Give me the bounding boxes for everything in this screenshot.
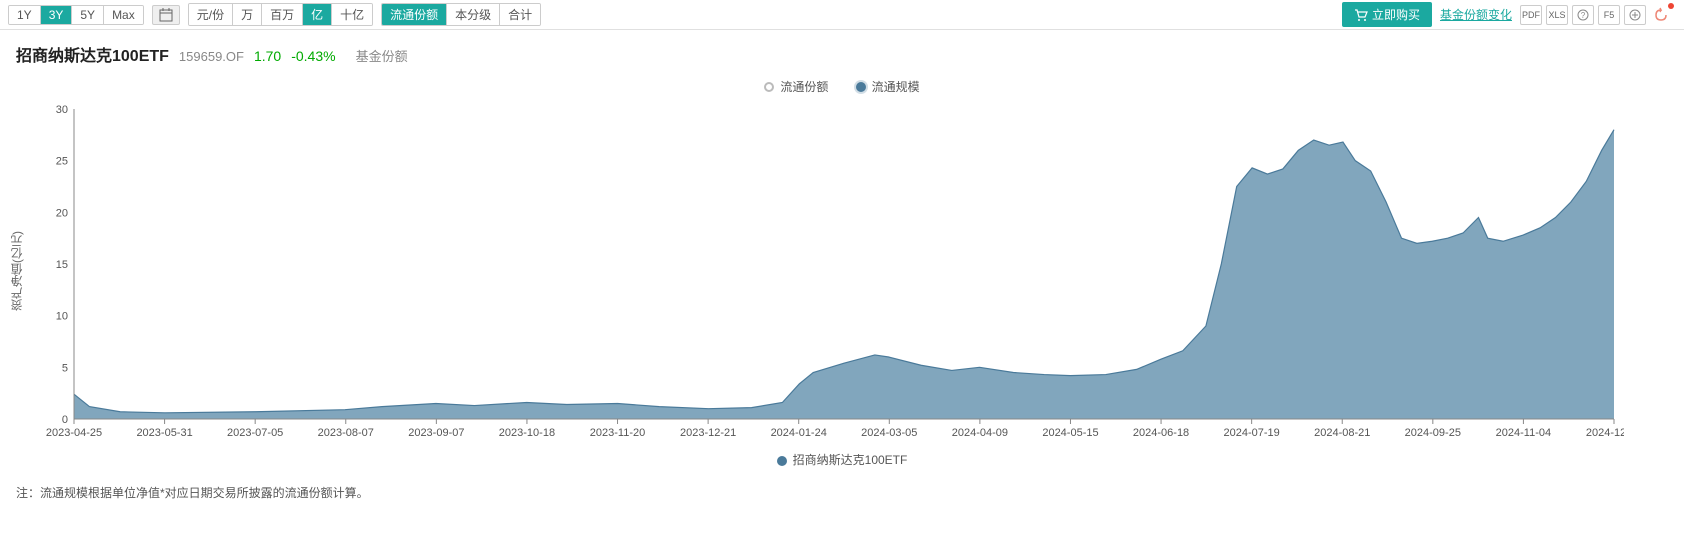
fund-subtitle: 基金份额 bbox=[356, 46, 408, 65]
unit-scale-btn-2[interactable]: 百万 bbox=[262, 4, 303, 25]
series-label: 招商纳斯达克100ETF bbox=[793, 453, 908, 467]
footnote: 注：流通规模根据单位净值*对应日期交易所披露的流通份额计算。 bbox=[0, 472, 1684, 513]
add-icon[interactable] bbox=[1624, 5, 1646, 25]
svg-text:2023-09-07: 2023-09-07 bbox=[408, 427, 464, 439]
calendar-icon[interactable] bbox=[152, 5, 180, 25]
svg-text:10: 10 bbox=[56, 311, 68, 323]
share-icon[interactable] bbox=[1650, 5, 1672, 25]
fund-code: 159659.OF bbox=[179, 49, 244, 64]
svg-text:2024-05-15: 2024-05-15 bbox=[1042, 427, 1098, 439]
chart-header: 招商纳斯达克100ETF 159659.OF 1.70 -0.43% 基金份额 bbox=[0, 30, 1684, 74]
legend-label: 流通规模 bbox=[872, 78, 920, 95]
help-icon[interactable]: ? bbox=[1572, 5, 1594, 25]
svg-text:2023-11-20: 2023-11-20 bbox=[590, 427, 645, 439]
time-range-group: 1Y3Y5YMax bbox=[8, 5, 144, 25]
notification-dot-icon bbox=[1668, 3, 1674, 9]
metric-tab-0[interactable]: 流通份额 bbox=[382, 4, 447, 25]
unit-scale-btn-1[interactable]: 万 bbox=[233, 4, 262, 25]
svg-text:2023-07-05: 2023-07-05 bbox=[227, 427, 283, 439]
share-change-link[interactable]: 基金份额变化 bbox=[1440, 6, 1512, 23]
area-chart[interactable]: 0 5 10 15 20 25 30 2023-04-25 2023-05-31 2023-07-… bbox=[44, 99, 1624, 443]
svg-text:2024-11-04: 2024-11-04 bbox=[1496, 427, 1551, 439]
unit-scale-btn-4[interactable]: 十亿 bbox=[332, 4, 372, 25]
legend-item-scale[interactable]: 流通规模 bbox=[856, 78, 920, 95]
y-axis-label: 资产净值(亿元) bbox=[8, 231, 25, 311]
svg-text:25: 25 bbox=[56, 156, 68, 168]
radio-open-icon bbox=[764, 82, 774, 92]
radio-filled-icon bbox=[856, 82, 866, 92]
buy-button[interactable]: 立即购买 bbox=[1342, 2, 1432, 27]
svg-text:2024-01-24: 2024-01-24 bbox=[771, 427, 827, 439]
chart-area: 资产净值(亿元) 0 5 10 15 20 25 30 2023-04-25 2023-05-3… bbox=[0, 99, 1684, 443]
cart-icon bbox=[1354, 9, 1368, 21]
svg-text:15: 15 bbox=[56, 259, 68, 271]
legend-bottom: 招商纳斯达克100ETF bbox=[0, 443, 1684, 472]
refresh-icon[interactable]: F5 bbox=[1598, 5, 1620, 25]
toolbar: 1Y3Y5YMax 元/份万百万亿十亿 流通份额本分级合计 立即购买 基金份额变… bbox=[0, 0, 1684, 30]
series-swatch-icon bbox=[777, 456, 787, 466]
export-pdf-icon[interactable]: PDF bbox=[1520, 5, 1542, 25]
svg-text:2024-06-18: 2024-06-18 bbox=[1133, 427, 1189, 439]
legend-item-shares[interactable]: 流通份额 bbox=[764, 78, 828, 95]
svg-text:2024-08-21: 2024-08-21 bbox=[1314, 427, 1370, 439]
svg-text:2023-12-21: 2023-12-21 bbox=[680, 427, 736, 439]
svg-text:0: 0 bbox=[62, 414, 68, 426]
fund-price: 1.70 bbox=[254, 48, 281, 64]
svg-text:?: ? bbox=[1581, 11, 1586, 20]
svg-text:5: 5 bbox=[62, 362, 68, 374]
svg-text:2024-12-05: 2024-12-05 bbox=[1586, 427, 1624, 439]
time-range-btn-3[interactable]: Max bbox=[104, 6, 143, 24]
unit-scale-btn-3[interactable]: 亿 bbox=[303, 4, 332, 25]
pdf-label: PDF bbox=[1522, 10, 1540, 20]
svg-text:20: 20 bbox=[56, 207, 68, 219]
metric-tab-2[interactable]: 合计 bbox=[500, 4, 540, 25]
legend-label: 流通份额 bbox=[780, 78, 828, 95]
time-range-btn-1[interactable]: 3Y bbox=[41, 6, 73, 24]
metric-tab-1[interactable]: 本分级 bbox=[447, 4, 500, 25]
f5-label: F5 bbox=[1604, 10, 1615, 20]
svg-text:2024-07-19: 2024-07-19 bbox=[1224, 427, 1280, 439]
svg-text:2024-03-05: 2024-03-05 bbox=[861, 427, 917, 439]
svg-text:2023-05-31: 2023-05-31 bbox=[136, 427, 192, 439]
svg-text:2024-09-25: 2024-09-25 bbox=[1405, 427, 1461, 439]
legend-top: 流通份额 流通规模 bbox=[0, 74, 1684, 99]
unit-scale-group: 元/份万百万亿十亿 bbox=[188, 3, 373, 26]
time-range-btn-0[interactable]: 1Y bbox=[9, 6, 41, 24]
svg-text:2023-08-07: 2023-08-07 bbox=[318, 427, 374, 439]
fund-change: -0.43% bbox=[291, 48, 335, 64]
xls-label: XLS bbox=[1548, 10, 1565, 20]
svg-text:2023-10-18: 2023-10-18 bbox=[499, 427, 555, 439]
time-range-btn-2[interactable]: 5Y bbox=[72, 6, 104, 24]
svg-text:2023-04-25: 2023-04-25 bbox=[46, 427, 102, 439]
buy-label: 立即购买 bbox=[1372, 6, 1420, 23]
export-xls-icon[interactable]: XLS bbox=[1546, 5, 1568, 25]
fund-title: 招商纳斯达克100ETF bbox=[16, 42, 169, 66]
svg-text:30: 30 bbox=[56, 104, 68, 116]
unit-scale-btn-0[interactable]: 元/份 bbox=[189, 4, 233, 25]
svg-text:2024-04-09: 2024-04-09 bbox=[952, 427, 1008, 439]
metric-tabs: 流通份额本分级合计 bbox=[381, 3, 541, 26]
